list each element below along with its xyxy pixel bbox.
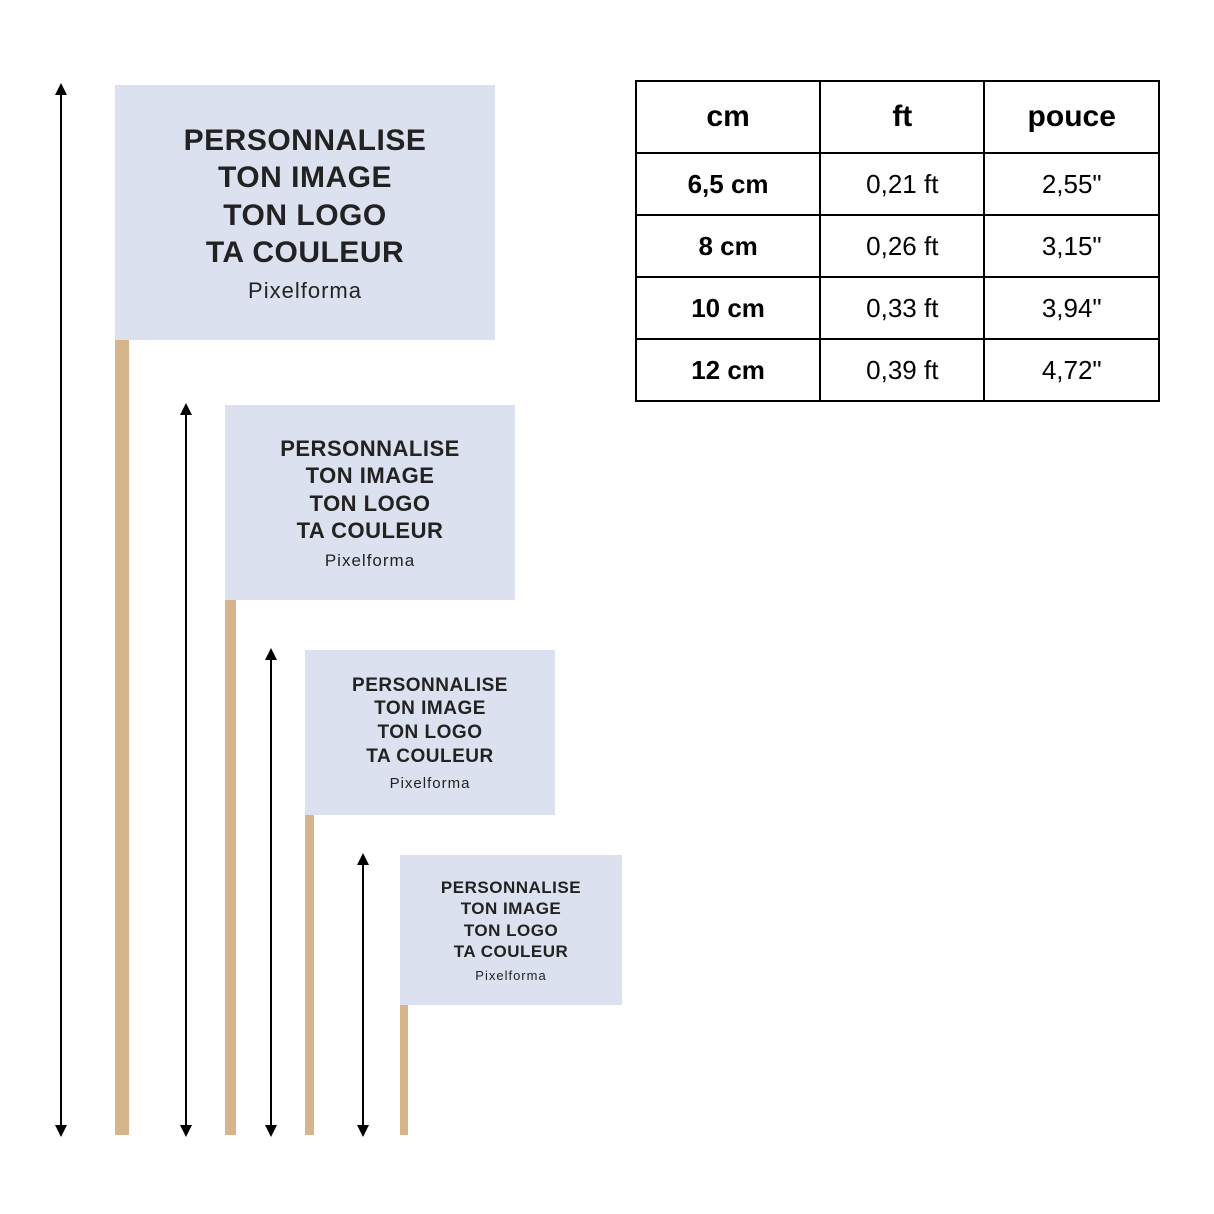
- cell-ft: 0,21 ft: [820, 153, 984, 215]
- cell-cm: 6,5 cm: [636, 153, 820, 215]
- flag-brand: Pixelforma: [390, 775, 471, 792]
- cell-pouce: 4,72": [984, 339, 1159, 401]
- flag-text-line: TON LOGO: [310, 490, 431, 518]
- flag-text-line: TON IMAGE: [306, 462, 435, 490]
- cell-ft: 0,33 ft: [820, 277, 984, 339]
- flag-text-line: TA COULEUR: [297, 517, 444, 545]
- flag-text-line: TA COULEUR: [454, 941, 569, 962]
- flag-2: PERSONNALISETON IMAGETON LOGOTA COULEUR P…: [225, 405, 515, 600]
- flag-stick-1: [115, 340, 129, 1135]
- flag-4: PERSONNALISETON IMAGETON LOGOTA COULEUR P…: [400, 855, 622, 1005]
- cell-pouce: 3,94": [984, 277, 1159, 339]
- table-header: pouce: [984, 81, 1159, 153]
- flag-stick-2: [225, 600, 236, 1135]
- table-row: 8 cm0,26 ft3,15": [636, 215, 1159, 277]
- flag-text-line: TON IMAGE: [461, 898, 562, 919]
- flag-text-line: TON LOGO: [223, 197, 386, 235]
- table-row: 12 cm0,39 ft4,72": [636, 339, 1159, 401]
- table-header: cm: [636, 81, 820, 153]
- flag-3: PERSONNALISETON IMAGETON LOGOTA COULEUR P…: [305, 650, 555, 815]
- height-arrow-2: [185, 405, 187, 1135]
- cell-cm: 10 cm: [636, 277, 820, 339]
- cell-pouce: 2,55": [984, 153, 1159, 215]
- flag-1: PERSONNALISETON IMAGETON LOGOTA COULEUR P…: [115, 85, 495, 340]
- flag-brand: Pixelforma: [475, 968, 546, 983]
- flag-text-line: PERSONNALISE: [184, 122, 427, 160]
- cell-ft: 0,39 ft: [820, 339, 984, 401]
- table-header: ft: [820, 81, 984, 153]
- flag-text-line: TON LOGO: [378, 721, 483, 745]
- size-table: cmftpouce6,5 cm0,21 ft2,55"8 cm0,26 ft3,…: [635, 80, 1160, 402]
- flag-stick-3: [305, 815, 314, 1135]
- flag-text-line: PERSONNALISE: [441, 877, 581, 898]
- height-arrow-4: [362, 855, 364, 1135]
- flag-text-line: TA COULEUR: [206, 234, 404, 272]
- flag-text-line: TON LOGO: [464, 920, 558, 941]
- flag-brand: Pixelforma: [248, 278, 362, 304]
- table-row: 10 cm0,33 ft3,94": [636, 277, 1159, 339]
- table-row: 6,5 cm0,21 ft2,55": [636, 153, 1159, 215]
- cell-cm: 8 cm: [636, 215, 820, 277]
- height-arrow-1: [60, 85, 62, 1135]
- flag-brand: Pixelforma: [325, 551, 415, 571]
- flag-text-line: TON IMAGE: [374, 697, 486, 721]
- cell-cm: 12 cm: [636, 339, 820, 401]
- height-arrow-3: [270, 650, 272, 1135]
- flag-text-line: PERSONNALISE: [280, 435, 460, 463]
- flag-text-line: PERSONNALISE: [352, 674, 508, 698]
- cell-ft: 0,26 ft: [820, 215, 984, 277]
- cell-pouce: 3,15": [984, 215, 1159, 277]
- flag-text-line: TA COULEUR: [366, 745, 493, 769]
- flag-text-line: TON IMAGE: [218, 159, 392, 197]
- flag-stick-4: [400, 1005, 408, 1135]
